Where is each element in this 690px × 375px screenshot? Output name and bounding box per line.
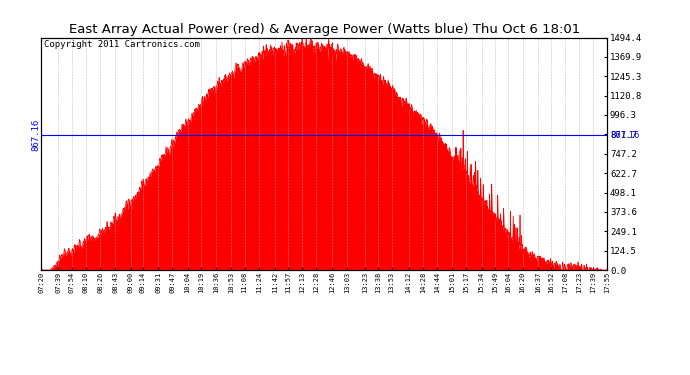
Title: East Array Actual Power (red) & Average Power (Watts blue) Thu Oct 6 18:01: East Array Actual Power (red) & Average … [69,23,580,36]
Text: Copyright 2011 Cartronics.com: Copyright 2011 Cartronics.com [44,40,200,49]
Text: 867.16: 867.16 [610,130,640,140]
